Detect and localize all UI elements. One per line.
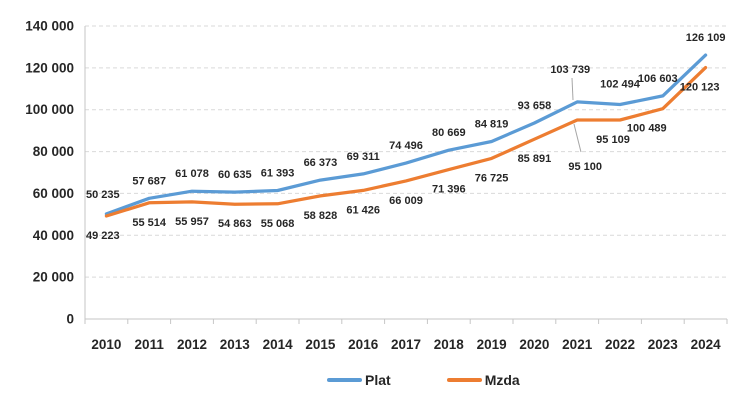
- x-axis-label: 2020: [519, 337, 549, 352]
- x-axis-label: 2010: [91, 337, 121, 352]
- plat-data-label: 66 373: [304, 157, 338, 169]
- mzda-data-label: 120 123: [680, 82, 720, 94]
- gridlines: [85, 25, 727, 320]
- plat-data-label: 61 393: [261, 168, 295, 180]
- callout-line: [573, 123, 582, 153]
- y-axis-label: 60 000: [33, 186, 74, 201]
- y-axis-label: 80 000: [33, 144, 74, 159]
- plat-line[interactable]: [104, 53, 708, 216]
- mzda-data-label: 85 891: [518, 153, 552, 165]
- mzda-data-label: 55 514: [132, 217, 167, 229]
- y-axis-label: 0: [66, 312, 74, 327]
- x-axis-label: 2016: [348, 337, 379, 352]
- mzda-data-label: 71 396: [432, 184, 466, 196]
- x-axis-label: 2018: [434, 337, 465, 352]
- plat-data-label: 60 635: [218, 169, 252, 181]
- y-axis-label: 100 000: [25, 102, 74, 117]
- mzda-data-label: 49 223: [86, 230, 120, 242]
- mzda-data-label: 61 426: [346, 204, 380, 216]
- x-axis-label: 2011: [135, 337, 165, 352]
- x-axis-label: 2019: [477, 337, 507, 352]
- x-axis-label: 2014: [263, 337, 294, 352]
- legend: Plat Mzda: [327, 373, 520, 387]
- x-axis-label: 2021: [562, 337, 593, 352]
- x-axis-label: 2013: [220, 337, 251, 352]
- callout-line: [571, 77, 574, 101]
- plat-data-label: 57 687: [132, 175, 166, 187]
- x-axis-label: 2023: [648, 337, 679, 352]
- x-axis-ticks: [84, 319, 728, 324]
- mzda-data-label: 55 957: [175, 216, 209, 228]
- plat-data-label: 126 109: [686, 32, 726, 44]
- plot-area: 50 235 57 687 61 078 60 635 61 393 66 373 69 3…: [25, 19, 728, 352]
- mzda-data-label: 76 725: [475, 172, 509, 184]
- x-axis-label: 2017: [391, 337, 421, 352]
- mzda-line[interactable]: [104, 65, 708, 218]
- mzda-data-label: 95 109: [596, 134, 630, 146]
- mzda-data-label: 55 068: [261, 218, 295, 230]
- callout-lines: [571, 77, 582, 153]
- legend-label-plat: Plat: [365, 372, 391, 388]
- y-axis-label: 120 000: [25, 60, 74, 75]
- plat-data-label: 84 819: [475, 118, 509, 130]
- mzda-data-label: 54 863: [218, 218, 252, 230]
- x-axis-label: 2012: [177, 337, 207, 352]
- plat-data-label: 69 311: [347, 151, 380, 163]
- plat-data-label: 50 235: [86, 189, 120, 201]
- y-axis-labels: 0 20 000 40 000 60 000 80 000 100 000 120 000 1…: [25, 19, 74, 327]
- y-axis-label: 40 000: [33, 228, 74, 243]
- x-axis-label: 2022: [605, 337, 635, 352]
- plat-data-label: 80 669: [432, 127, 466, 139]
- mzda-data-label: 66 009: [389, 195, 423, 207]
- plat-data-label: 103 739: [550, 64, 590, 76]
- mzda-data-labels: 49 223 55 514 55 957 54 863 55 068 58 828 61 4…: [86, 82, 719, 242]
- y-axis-label: 20 000: [33, 270, 74, 285]
- x-axis-labels: 2010 2011 2012 2013 2014 2015 2016 2017 2018 2019…: [91, 337, 721, 352]
- plat-data-label: 74 496: [389, 140, 423, 152]
- x-axis-label: 2015: [305, 337, 336, 352]
- y-axis-label: 140 000: [25, 19, 74, 34]
- mzda-line-swatch: [446, 378, 482, 382]
- mzda-data-label: 58 828: [304, 210, 338, 222]
- mzda-data-label: 100 489: [627, 123, 667, 135]
- legend-label-mzda: Mzda: [484, 372, 520, 388]
- plat-data-label: 106 603: [638, 73, 678, 85]
- x-axis-label: 2024: [691, 337, 722, 352]
- plat-data-label: 61 078: [175, 168, 209, 180]
- plat-data-labels: 50 235 57 687 61 078 60 635 61 393 66 373 69 3…: [86, 32, 725, 201]
- legend-item-mzda[interactable]: Mzda: [446, 372, 520, 388]
- plat-data-label: 102 494: [600, 78, 641, 90]
- plat-data-label: 93 658: [518, 100, 552, 112]
- legend-item-plat[interactable]: Plat: [327, 373, 391, 387]
- mzda-data-label: 95 100: [568, 161, 602, 173]
- plat-line-swatch: [327, 378, 362, 382]
